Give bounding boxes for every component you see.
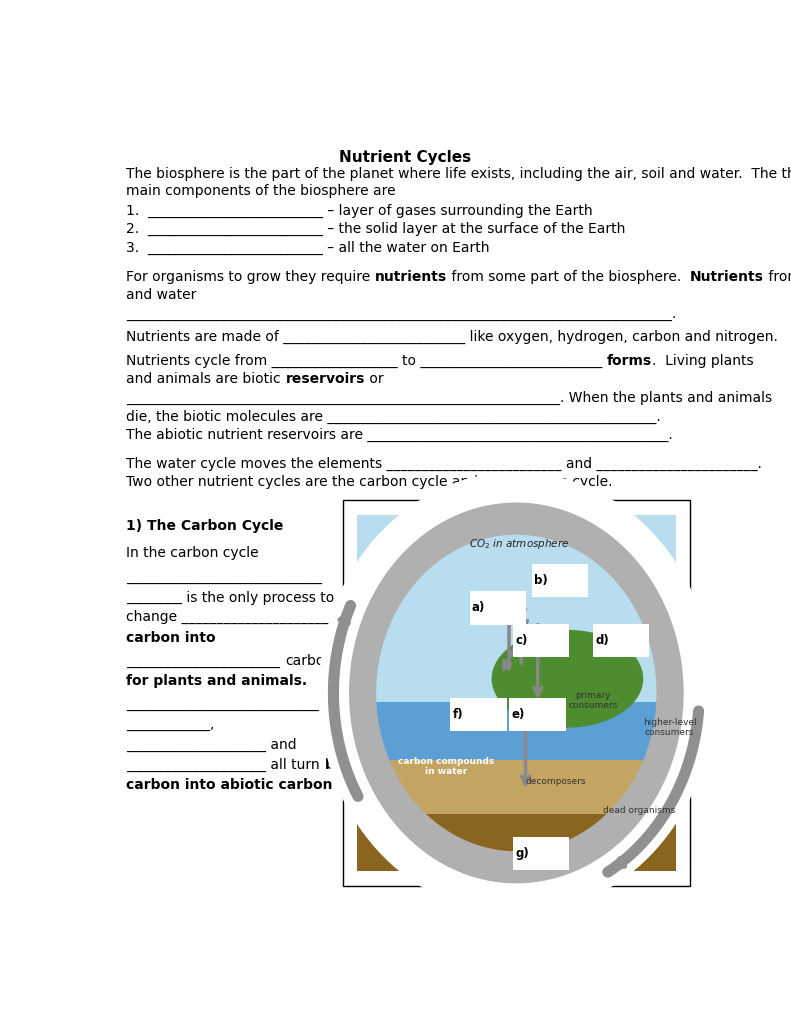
- Text: .  Living plants: . Living plants: [653, 354, 754, 368]
- Text: higher-level
consumers: higher-level consumers: [643, 718, 697, 737]
- Text: or: or: [365, 372, 384, 386]
- Text: main components of the biosphere are: main components of the biosphere are: [127, 184, 396, 199]
- Text: b): b): [535, 574, 548, 588]
- Text: die, the biotic molecules are _______________________________________________.: die, the biotic molecules are __________…: [127, 410, 661, 424]
- Text: forms: forms: [607, 354, 653, 368]
- Text: For organisms to grow they require: For organisms to grow they require: [127, 269, 375, 284]
- Text: for plants and animals.: for plants and animals.: [127, 674, 308, 688]
- Text: ______________________________________________________________________________.: ________________________________________…: [127, 307, 677, 322]
- Text: ____________________________: ____________________________: [127, 698, 323, 713]
- Text: The water cycle moves the elements _________________________ and _______________: The water cycle moves the elements _____…: [127, 457, 763, 471]
- Text: is the only process to: is the only process to: [183, 591, 335, 605]
- Text: decomposers: decomposers: [526, 777, 586, 786]
- Text: 1.  _________________________ – layer of gases surrounding the Earth: 1. _________________________ – layer of …: [127, 204, 593, 218]
- Ellipse shape: [491, 630, 643, 728]
- Text: Nutrients: Nutrients: [691, 269, 764, 284]
- Bar: [450, 697, 507, 731]
- Text: from some part of the biosphere.: from some part of the biosphere.: [447, 269, 691, 284]
- Text: change ______________________: change ______________________: [127, 610, 336, 625]
- Bar: [470, 592, 526, 625]
- Bar: [357, 814, 676, 870]
- Text: Nutrients are made of __________________________ like oxygen, hydrogen, carbon a: Nutrients are made of __________________…: [127, 330, 778, 344]
- Text: c): c): [515, 634, 528, 647]
- Bar: [357, 761, 676, 814]
- Text: dead organisms: dead organisms: [603, 806, 675, 815]
- Text: The abiotic nutrient reservoirs are ___________________________________________.: The abiotic nutrient reservoirs are ____…: [127, 428, 673, 442]
- Text: 2.  _________________________ – the solid layer at the surface of the Earth: 2. _________________________ – the solid…: [127, 222, 626, 237]
- Text: nutrients: nutrients: [375, 269, 447, 284]
- Text: ____________________ and: ____________________ and: [127, 738, 297, 752]
- Text: reservoirs: reservoirs: [286, 372, 365, 386]
- Text: ____________________ all turn: ____________________ all turn: [127, 758, 324, 772]
- Text: ____________,: ____________,: [127, 718, 215, 731]
- Text: and water: and water: [127, 288, 197, 302]
- Text: from food: from food: [764, 269, 791, 284]
- Bar: [513, 837, 570, 869]
- Ellipse shape: [335, 488, 698, 897]
- Bar: [357, 701, 676, 761]
- Bar: [343, 500, 690, 886]
- Text: and animals are biotic: and animals are biotic: [127, 372, 286, 386]
- Ellipse shape: [357, 515, 676, 870]
- Text: ________: ________: [127, 591, 183, 605]
- Bar: [532, 564, 589, 597]
- Bar: [592, 625, 649, 657]
- Text: Two other nutrient cycles are the carbon cycle and the nitrogen cycle.: Two other nutrient cycles are the carbon…: [127, 475, 613, 489]
- Text: e): e): [512, 708, 525, 721]
- Text: d): d): [595, 634, 609, 647]
- Bar: [509, 697, 566, 731]
- Text: biotic: biotic: [324, 758, 368, 772]
- Bar: [513, 625, 570, 657]
- Text: ____________________________: ____________________________: [127, 570, 323, 585]
- Text: ______________________: ______________________: [127, 654, 285, 669]
- Text: .: .: [395, 778, 399, 793]
- Text: In the carbon cycle: In the carbon cycle: [127, 546, 259, 559]
- Text: 3.  _________________________ – all the water on Earth: 3. _________________________ – all the w…: [127, 241, 490, 255]
- Text: carbon into abiotic carbon dioxide: carbon into abiotic carbon dioxide: [127, 778, 395, 793]
- Text: The biosphere is the part of the planet where life exists, including the air, so: The biosphere is the part of the planet …: [127, 167, 791, 181]
- Bar: [357, 515, 676, 701]
- Text: carbon into: carbon into: [127, 631, 216, 645]
- Text: Nutrient Cycles: Nutrient Cycles: [339, 150, 471, 165]
- Text: g): g): [515, 847, 529, 860]
- Text: primary
consumers: primary consumers: [568, 691, 618, 711]
- Text: CO$_2$ in atmosphere: CO$_2$ in atmosphere: [469, 537, 570, 551]
- Text: a): a): [472, 601, 486, 614]
- Text: 1) The Carbon Cycle: 1) The Carbon Cycle: [127, 519, 284, 532]
- Text: carbon: carbon: [285, 654, 333, 669]
- Text: f): f): [453, 708, 464, 721]
- Text: ______________________________________________________________. When the plants : ________________________________________…: [127, 391, 773, 406]
- Text: Nutrients cycle from __________________ to __________________________: Nutrients cycle from __________________ …: [127, 354, 607, 368]
- Text: carbon compounds
in water: carbon compounds in water: [398, 757, 494, 776]
